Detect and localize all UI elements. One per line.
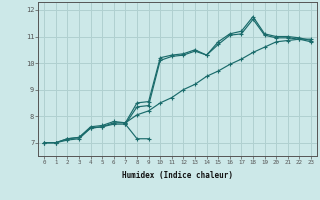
X-axis label: Humidex (Indice chaleur): Humidex (Indice chaleur) [122, 171, 233, 180]
